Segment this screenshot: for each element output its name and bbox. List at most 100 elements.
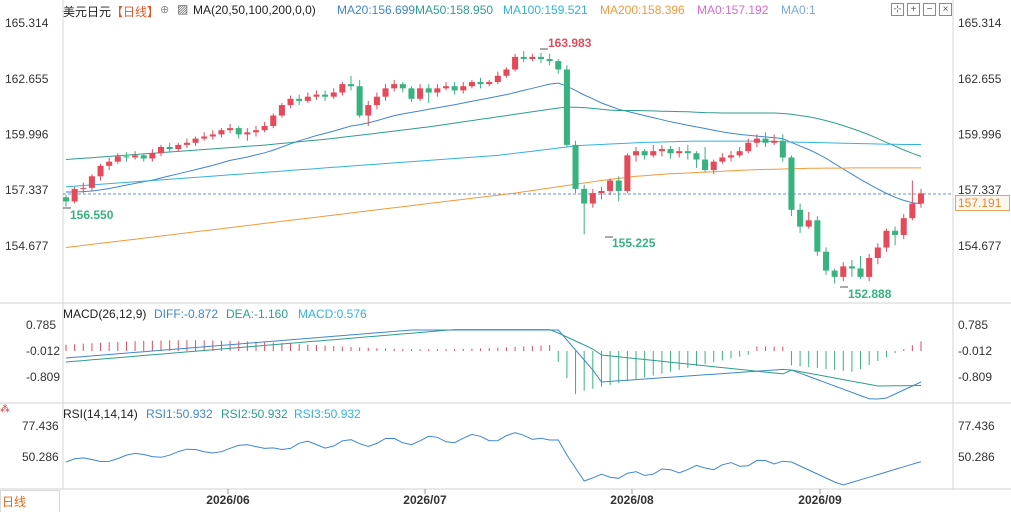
- candle-body: [106, 161, 113, 166]
- y-tick-left: 165.314: [5, 16, 49, 30]
- candle-body: [373, 96, 380, 106]
- candle-body: [347, 84, 355, 87]
- candle-body: [408, 88, 415, 99]
- plus-icon[interactable]: +: [907, 3, 920, 16]
- macd-tick-left: -0.012: [26, 344, 60, 358]
- settings-icon[interactable]: ⁂: [0, 404, 10, 415]
- candle-body: [356, 86, 363, 116]
- candle-body: [797, 209, 804, 227]
- close-icon[interactable]: ×: [939, 3, 952, 16]
- candle-body: [192, 138, 199, 143]
- rsi-tick-right: 77.436: [958, 419, 995, 433]
- rsi-line: [65, 432, 922, 486]
- candle-body: [702, 159, 709, 171]
- candle-body: [520, 56, 527, 59]
- candle-body: [132, 155, 139, 158]
- y-tick-left: 157.337: [5, 183, 49, 197]
- ma50-value: MA50:158.950: [415, 3, 494, 17]
- candle-body: [822, 251, 830, 271]
- candle-body: [287, 98, 294, 106]
- candle-body: [537, 56, 545, 59]
- period-tab[interactable]: 日线: [2, 495, 27, 509]
- y-tick-right: 162.655: [958, 72, 1002, 86]
- minus-icon[interactable]: −: [923, 3, 936, 16]
- candle-body: [632, 151, 640, 156]
- current-price-box: 157.191: [955, 195, 1010, 211]
- candle-body: [261, 126, 268, 131]
- candle-body: [477, 82, 484, 85]
- candle-body: [710, 161, 717, 171]
- rsi-tick-right: 50.286: [958, 450, 995, 464]
- candle-body: [460, 86, 467, 91]
- rsi-tick-left: 77.436: [22, 419, 59, 433]
- candle-body: [391, 84, 398, 89]
- candle-body: [684, 151, 691, 154]
- candle-body: [486, 82, 493, 85]
- target-icon[interactable]: ⊕: [160, 4, 170, 16]
- candle-body: [88, 176, 95, 188]
- period-tab-box[interactable]: [0, 490, 60, 512]
- image-icon[interactable]: ▨: [177, 2, 189, 16]
- candle-body: [589, 193, 596, 204]
- candle-body: [771, 140, 778, 143]
- ma-line-ma20: [66, 82, 922, 205]
- ma-label[interactable]: MA(20,50,100,200,0,0): [193, 3, 316, 17]
- candle-body: [641, 151, 648, 156]
- macd-label[interactable]: MACD(26,12,9): [63, 307, 147, 321]
- candle-body: [252, 130, 260, 133]
- y-tick-right: 159.996: [958, 127, 1002, 141]
- candle-body: [270, 115, 277, 127]
- macd-dea: DEA:-1.160: [226, 307, 289, 321]
- candle-body: [615, 180, 622, 191]
- x-tick-label: 2026/06: [206, 493, 250, 507]
- candle-body: [399, 84, 406, 89]
- candle-body: [900, 218, 907, 235]
- candle-body: [417, 88, 424, 99]
- candle-body: [658, 149, 665, 152]
- macd-diff-line: [65, 329, 922, 400]
- period-label[interactable]: 【日线】: [111, 5, 160, 19]
- candle-body: [278, 105, 285, 116]
- y-tick-left: 159.996: [5, 127, 49, 141]
- candle-body: [166, 146, 173, 150]
- y-tick-right: 154.677: [958, 239, 1002, 253]
- candle-body: [727, 155, 735, 158]
- ma-line-ma50: [65, 106, 922, 160]
- ma0-second-value: MA0:1: [781, 3, 816, 17]
- candle-body: [667, 149, 674, 154]
- candle-body: [123, 156, 130, 158]
- candle-body: [866, 258, 873, 277]
- ma200-value: MA200:158.396: [600, 3, 685, 17]
- candle-body: [365, 105, 372, 116]
- symbol-name: 美元日元: [63, 5, 112, 19]
- candle-body: [762, 138, 769, 143]
- grid-icon[interactable]: ⊹: [891, 3, 904, 16]
- y-tick-right: 165.314: [958, 16, 1002, 30]
- rsi-label[interactable]: RSI(14,14,14): [63, 407, 138, 421]
- annotation-high: 163.983: [548, 36, 592, 50]
- candle-body: [650, 151, 657, 156]
- candle-body: [892, 230, 899, 235]
- candle-body: [753, 138, 760, 143]
- candle-body: [848, 266, 855, 269]
- macd-diff: DIFF:-0.872: [154, 307, 219, 321]
- macd-tick-left: -0.809: [26, 370, 60, 384]
- x-tick-label: 2026/09: [798, 493, 842, 507]
- ma-line-ma100: [65, 140, 921, 188]
- candle-body: [80, 187, 87, 189]
- candle-body: [425, 88, 432, 93]
- candle-body: [244, 132, 251, 135]
- annotation-low-2: 155.225: [612, 236, 656, 250]
- candle-body: [719, 157, 726, 162]
- x-tick-label: 2026/07: [403, 493, 447, 507]
- candle-body: [71, 188, 78, 202]
- candle-body: [339, 84, 346, 93]
- candle-body: [296, 98, 303, 101]
- macd-tick-left: 0.785: [26, 318, 56, 332]
- rsi2-value: RSI2:50.932: [221, 407, 288, 421]
- macd-value: MACD:0.576: [298, 307, 367, 321]
- candle-body: [857, 268, 864, 277]
- candle-body: [451, 86, 458, 91]
- candle-body: [183, 142, 190, 145]
